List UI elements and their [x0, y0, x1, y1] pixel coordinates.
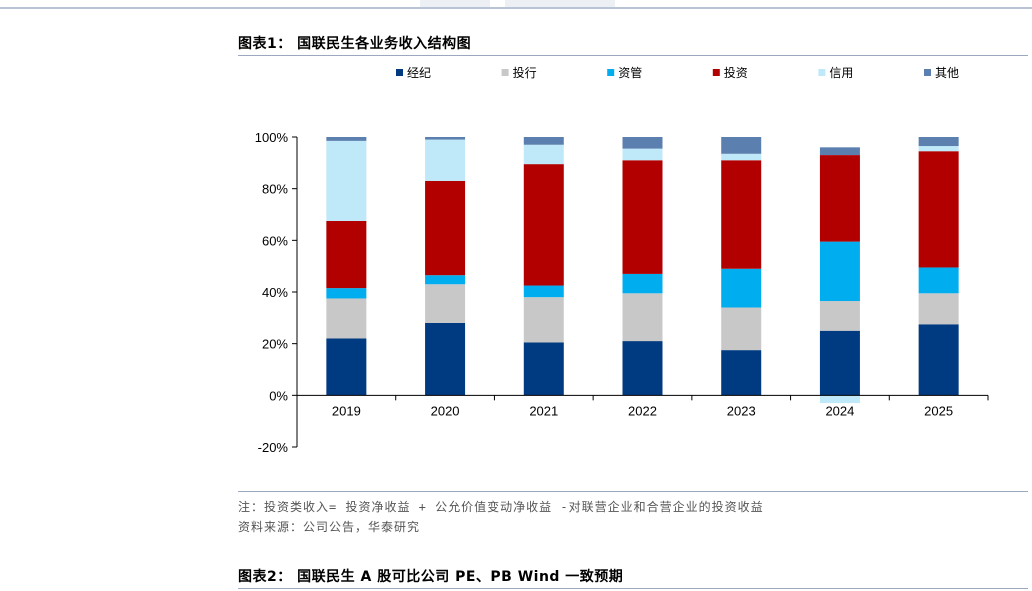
bar-2024-series-3 [819, 155, 860, 242]
bar-2022-series-4 [622, 148, 663, 161]
bar-2023-series-4 [721, 153, 762, 161]
bar-2021-series-0 [523, 342, 564, 396]
bar-2024-series-5 [819, 147, 860, 156]
bar-2025-series-0 [918, 324, 959, 396]
bars [326, 137, 959, 404]
y-tick-label-2: 20% [262, 337, 288, 352]
figure-2-rule [238, 588, 1028, 589]
figure-1-title: 图表1： 国联民生各业务收入结构图 [238, 36, 472, 52]
legend-label-5: 其他 [935, 66, 959, 80]
bar-2019-series-4 [326, 140, 367, 221]
bar-2025-series-5 [918, 137, 959, 147]
bar-2020-series-2 [425, 275, 466, 285]
legend-swatch-0 [396, 69, 403, 76]
bar-2023-series-5 [721, 137, 762, 154]
bar-2024-series-0 [819, 330, 860, 396]
x-tick-label-1: 2020 [431, 403, 460, 418]
bar-2024-series-2 [819, 241, 860, 302]
bar-2021-series-2 [523, 285, 564, 298]
y-tick-label-4: 60% [262, 233, 288, 248]
bar-2025-series-2 [918, 267, 959, 294]
bar-2021-series-5 [523, 137, 564, 145]
bar-2020-series-0 [425, 323, 466, 396]
legend-label-0: 经纪 [407, 66, 431, 80]
bar-2020-series-3 [425, 180, 466, 276]
note-rule [238, 491, 1028, 492]
stacked-bar-chart: 经纪 投行 资管 投资 信用 其他 -20% 0% 20% 40% 60% 80% 100% 2019… [255, 65, 989, 455]
x-tick-label-3: 2022 [628, 403, 657, 418]
x-tick-label-6: 2025 [924, 403, 953, 418]
bar-2020-series-4 [425, 139, 466, 181]
legend-label-1: 投行 [513, 65, 537, 80]
figure-2-title: 图表2： 国联民生 A 股可比公司 PE、PB Wind 一致预期 [238, 569, 624, 585]
x-tick-label-2: 2021 [529, 403, 558, 418]
bar-2022-series-0 [622, 341, 663, 396]
bar-2019-series-1 [326, 298, 367, 339]
legend-label-2: 资管 [618, 65, 642, 80]
x-tick-label-5: 2024 [825, 403, 854, 418]
y-tick-label-5: 80% [262, 182, 288, 197]
bar-2025-series-1 [918, 293, 959, 325]
bar-2025-series-4 [918, 146, 959, 152]
y-tick-label-6: 100% [255, 130, 289, 145]
legend-swatch-4 [818, 69, 826, 76]
bar-2025-series-3 [918, 151, 959, 268]
bar-2024-series-1 [819, 301, 860, 331]
legend-swatch-3 [712, 69, 720, 76]
bar-2019-series-0 [326, 338, 367, 396]
chart-source: 资料来源：公司公告，华泰研究 [238, 520, 421, 534]
bar-2023-series-3 [721, 160, 762, 269]
x-tick-label-0: 2019 [332, 403, 361, 418]
bar-2023-series-0 [721, 350, 762, 396]
x-axis: 2019 2020 2021 2022 2023 2024 2025 [296, 394, 989, 418]
bar-2022-series-1 [622, 293, 663, 342]
bar-2020-series-5 [425, 137, 466, 140]
bar-2020-series-1 [425, 284, 466, 323]
top-banner [0, 0, 1032, 9]
bar-2022-series-5 [622, 137, 663, 149]
bar-2019-series-5 [326, 137, 367, 141]
x-tick-label-4: 2023 [727, 403, 756, 418]
y-tick-label-0: -20% [258, 440, 289, 455]
legend-label-4: 信用 [829, 66, 853, 80]
legend-swatch-1 [501, 69, 509, 76]
legend-swatch-5 [924, 69, 931, 76]
legend-swatch-2 [607, 69, 615, 76]
y-tick-label-3: 40% [262, 285, 288, 300]
bar-2024-series-4 [819, 395, 860, 404]
bar-2022-series-2 [622, 273, 663, 294]
legend: 经纪 投行 资管 投资 信用 其他 [396, 65, 959, 80]
bar-2023-series-2 [721, 268, 762, 308]
bar-2021-series-1 [523, 297, 564, 343]
bar-2019-series-3 [326, 220, 367, 289]
y-tick-label-1: 0% [269, 388, 288, 403]
bar-2023-series-1 [721, 307, 762, 351]
title-rule [238, 55, 1028, 56]
bar-2022-series-3 [622, 160, 663, 274]
chart-note: 注：投资类收入= 投资净收益 + 公允价值变动净收益 -对联营企业和合营企业的投… [238, 500, 764, 514]
bar-2021-series-3 [523, 164, 564, 286]
legend-label-3: 投资 [724, 65, 748, 80]
y-axis: -20% 0% 20% 40% 60% 80% 100% [255, 130, 298, 455]
bar-2019-series-2 [326, 288, 367, 299]
bar-2021-series-4 [523, 144, 564, 165]
